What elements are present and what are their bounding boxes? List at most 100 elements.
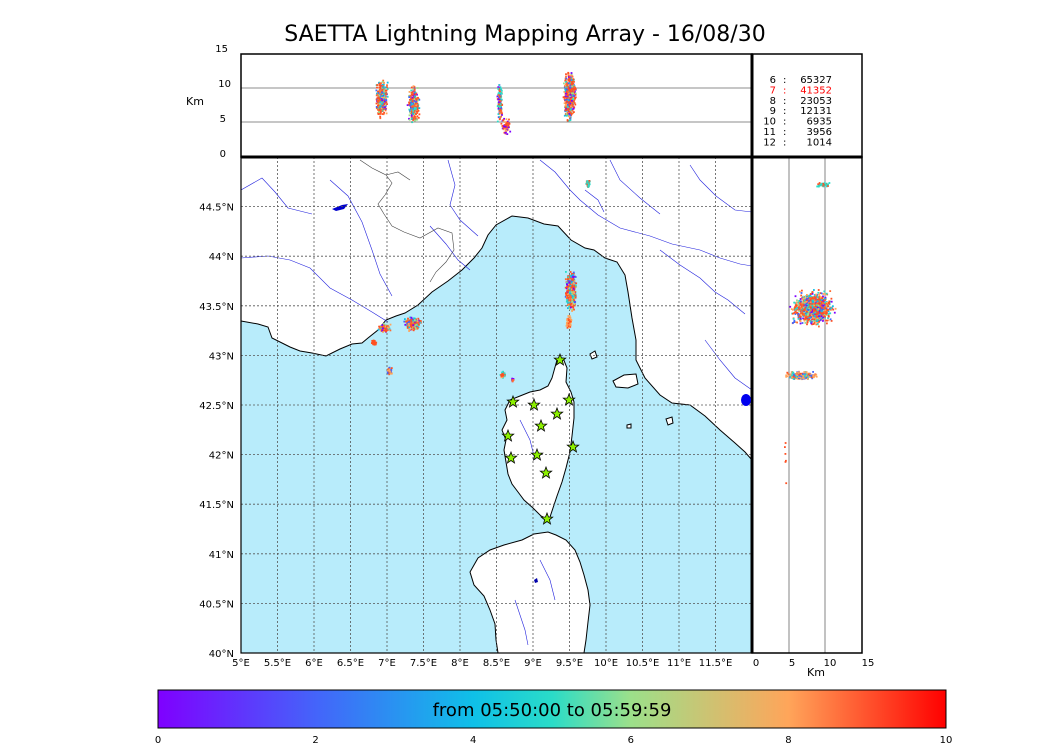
lat-tick-label: 43.5°N (199, 302, 234, 313)
count-value: 41352 (800, 85, 832, 96)
map-grid (241, 157, 752, 653)
lon-tick-label: 10.5°E (626, 658, 660, 669)
elba-island (612, 373, 639, 389)
corsica-island (501, 357, 575, 521)
colorbar-tick-label: 10 (940, 735, 953, 746)
lon-tick-label: 9.5°E (556, 658, 583, 669)
station-star (539, 465, 553, 479)
station-star (540, 511, 554, 525)
count-separator: : (783, 137, 786, 148)
station-star (550, 406, 564, 420)
lon-tick-label: 9°E (524, 658, 542, 669)
count-separator: : (783, 85, 786, 96)
map-panel (241, 157, 752, 653)
count-key: 10 (763, 117, 776, 128)
side-axis: 0 5 10 15 (753, 658, 875, 669)
rivers (241, 159, 752, 646)
count-key: 7 (770, 85, 776, 96)
lat-tick-label: 42.5°N (199, 401, 234, 412)
colorbar-ticks: 0 2 4 6 8 10 (155, 735, 953, 746)
lat-tick-label: 44.5°N (199, 203, 234, 214)
colorbar-label: from 05:50:00 to 05:59:59 (432, 700, 672, 721)
side-marker (741, 394, 751, 406)
colorbar-tick-label: 8 (785, 735, 791, 746)
lat-tick-label: 40.5°N (199, 599, 234, 610)
lake (534, 578, 538, 583)
lma-stations (501, 352, 580, 525)
count-separator: : (783, 75, 786, 86)
lon-tick-label: 6.5°E (337, 658, 364, 669)
altitude-axis: 15 10 5 0 (215, 44, 231, 160)
lightning-sources-side (784, 182, 837, 485)
station-star (534, 418, 548, 432)
side-tick-label: 15 (862, 658, 875, 669)
lon-tick-label: 11°E (667, 658, 691, 669)
colorbar-tick-label: 0 (155, 735, 161, 746)
side-altitude-panel (751, 156, 863, 654)
station-star (501, 428, 515, 442)
count-key: 8 (770, 96, 776, 107)
lightning-sources-altitude (375, 71, 577, 135)
giglio-island (665, 416, 674, 426)
montecristo-island (626, 423, 632, 429)
side-tick-label: 10 (824, 658, 837, 669)
count-key: 6 (770, 75, 776, 86)
side-tick-label: 0 (753, 658, 759, 669)
lat-tick-label: 43°N (209, 351, 234, 362)
count-value: 65327 (800, 75, 832, 86)
lon-tick-label: 7°E (378, 658, 396, 669)
lat-tick-label: 44°N (209, 252, 234, 263)
lake (332, 204, 348, 211)
alt-tick-label: 0 (220, 149, 226, 160)
lon-tick-label: 11.5°E (699, 658, 733, 669)
station-star (506, 394, 520, 408)
colorbar-tick-label: 4 (470, 735, 476, 746)
station-star (530, 447, 544, 461)
side-tick-label: 5 (789, 658, 795, 669)
lat-tick-label: 40°N (209, 649, 234, 660)
lat-tick-label: 41°N (209, 550, 234, 561)
count-value: 6935 (807, 117, 832, 128)
count-value: 1014 (807, 137, 832, 148)
side-unit-label: Km (807, 666, 825, 679)
station-star (527, 397, 541, 411)
colorbar-tick-label: 6 (628, 735, 634, 746)
count-key: 12 (763, 137, 776, 148)
lightning-sources-map (371, 180, 591, 383)
altitude-panel (240, 53, 753, 158)
lat-tick-label: 41.5°N (199, 500, 234, 511)
count-value: 23053 (800, 96, 832, 107)
alt-tick-label: 10 (218, 79, 231, 90)
count-separator: : (783, 117, 786, 128)
lon-tick-label: 10°E (594, 658, 618, 669)
lon-tick-label: 5.5°E (264, 658, 291, 669)
station-star (566, 439, 580, 453)
count-key: 9 (770, 106, 776, 117)
latitude-labels: 40°N 40.5°N 41°N 41.5°N 42°N 42.5°N 43°N 43.5°N… (199, 203, 234, 660)
counts-panel: 6: 65327 7: 41352 8: 23053 9: 12131 10: 6935 11: 39… (751, 53, 863, 158)
lat-tick-label: 42°N (209, 451, 234, 462)
alt-tick-label: 15 (215, 44, 228, 55)
count-key: 11 (763, 127, 776, 138)
lon-tick-label: 8°E (451, 658, 469, 669)
sardinia-island (469, 531, 591, 653)
colorbar (157, 689, 947, 729)
count-value: 3956 (807, 127, 832, 138)
count-separator: : (783, 106, 786, 117)
count-separator: : (783, 127, 786, 138)
chart-title: SAETTA Lightning Mapping Array - 16/08/3… (284, 22, 766, 47)
colorbar-tick-label: 2 (312, 735, 318, 746)
count-value: 12131 (800, 106, 832, 117)
alt-unit-label: Km (186, 95, 204, 108)
lon-tick-label: 8.5°E (483, 658, 510, 669)
alt-tick-label: 5 (220, 114, 226, 125)
longitude-labels: 5°E 5.5°E 6°E 6.5°E 7°E 7.5°E 8°E 8.5°E 9°E 9.5°E… (232, 658, 732, 669)
lon-tick-label: 5°E (232, 658, 250, 669)
lon-tick-label: 7.5°E (410, 658, 437, 669)
station-star (562, 392, 576, 406)
station-star (553, 352, 567, 366)
station-star (504, 450, 518, 464)
lon-tick-label: 6°E (305, 658, 323, 669)
count-separator: : (783, 96, 786, 107)
